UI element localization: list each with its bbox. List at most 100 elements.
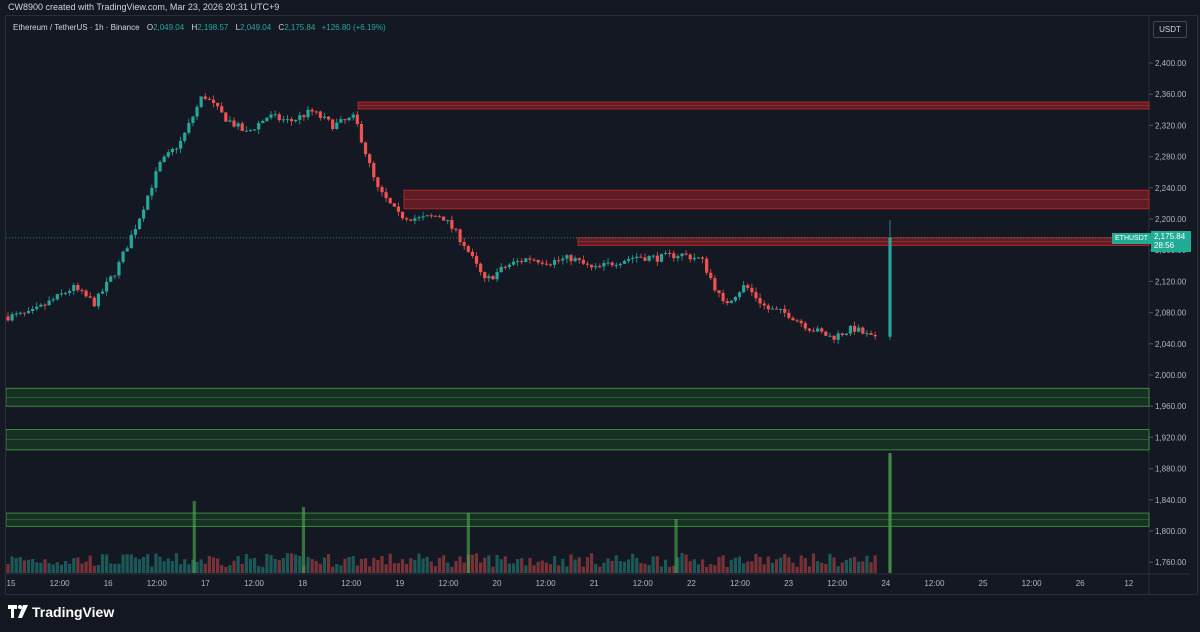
volume-bar bbox=[717, 556, 721, 573]
candle-body bbox=[429, 215, 433, 217]
candle-body bbox=[133, 229, 138, 235]
x-tick-label: 26 bbox=[1076, 579, 1085, 588]
candle-body bbox=[507, 264, 511, 268]
candle-body bbox=[787, 312, 791, 318]
volume-bar bbox=[676, 557, 680, 573]
volume-bar bbox=[142, 557, 146, 573]
candle-body bbox=[663, 252, 668, 254]
volume-bar bbox=[211, 557, 216, 573]
volume-bar bbox=[758, 557, 762, 573]
volume-bar bbox=[865, 555, 869, 573]
volume-bar bbox=[133, 557, 138, 573]
candle-body bbox=[483, 272, 487, 279]
y-tick-label: 1,760.00 bbox=[1155, 558, 1187, 567]
candle-body bbox=[47, 300, 51, 306]
candle-body bbox=[840, 333, 844, 336]
volume-bar bbox=[146, 554, 150, 573]
open-value: 2,049.04 bbox=[153, 23, 185, 32]
volume-bar bbox=[857, 561, 861, 573]
volume-bar bbox=[479, 562, 483, 573]
volume-bar bbox=[742, 563, 746, 573]
volume-bar bbox=[639, 562, 643, 573]
candle-body bbox=[865, 333, 869, 335]
volume-bar bbox=[125, 554, 129, 573]
volume-bar bbox=[35, 562, 39, 573]
candle-body bbox=[105, 281, 109, 292]
volume-bar bbox=[400, 559, 405, 573]
volume-bar bbox=[594, 563, 598, 573]
candle-body bbox=[811, 330, 816, 332]
tradingview-logo-icon[interactable] bbox=[8, 603, 30, 619]
volume-bar bbox=[552, 556, 557, 573]
volume-bar bbox=[433, 565, 438, 573]
candle-body bbox=[721, 292, 725, 302]
volume-bar bbox=[417, 553, 421, 573]
volume-bar bbox=[203, 563, 207, 573]
currency-selector[interactable]: USDT bbox=[1153, 21, 1187, 38]
y-tick-label: 1,800.00 bbox=[1155, 527, 1187, 536]
volume-bar bbox=[709, 564, 713, 573]
volume-bar bbox=[105, 554, 109, 573]
candle-body bbox=[853, 325, 857, 332]
candle-body bbox=[51, 299, 55, 301]
candle-body bbox=[162, 156, 166, 163]
candle-body bbox=[729, 300, 733, 304]
volume-bar bbox=[137, 559, 142, 573]
volume-bar bbox=[174, 553, 179, 573]
candle-body bbox=[520, 260, 524, 262]
candle-body bbox=[750, 287, 754, 293]
candle-body bbox=[717, 290, 721, 293]
candle-body bbox=[824, 331, 828, 336]
candle-body bbox=[199, 96, 203, 107]
candle-body bbox=[795, 320, 799, 322]
symbol-title[interactable]: Ethereum / TetherUS · 1h · Binance bbox=[13, 23, 140, 32]
volume-bar bbox=[368, 566, 372, 573]
x-tick-label: 12:00 bbox=[730, 579, 751, 588]
volume-bar bbox=[409, 558, 413, 573]
candle-body bbox=[63, 292, 68, 294]
volume-bar bbox=[359, 558, 364, 573]
volume-bar bbox=[170, 561, 174, 573]
candle-body bbox=[388, 198, 392, 204]
candle-body bbox=[561, 258, 565, 261]
candle-body bbox=[191, 116, 195, 123]
candle-body bbox=[442, 216, 446, 221]
candle-body bbox=[668, 252, 672, 254]
volume-bar bbox=[265, 554, 269, 573]
volume-bar bbox=[269, 555, 273, 573]
candle-body bbox=[659, 253, 664, 262]
tradingview-brand[interactable]: TradingView bbox=[32, 604, 115, 620]
symbol-legend: Ethereum / TetherUS · 1h · Binance O2,04… bbox=[13, 23, 386, 32]
candle-body bbox=[684, 253, 688, 255]
volume-bar bbox=[795, 566, 799, 573]
volume-bar bbox=[832, 557, 836, 573]
candle-body bbox=[462, 242, 466, 247]
candle-body bbox=[643, 257, 647, 261]
volume-bar bbox=[733, 557, 738, 573]
volume-bar bbox=[548, 564, 553, 573]
volume-bar bbox=[840, 562, 844, 573]
volume-bar bbox=[635, 557, 639, 573]
candle-body bbox=[113, 275, 117, 277]
volume-bar bbox=[762, 564, 766, 573]
x-tick-label: 12:00 bbox=[147, 579, 168, 588]
candle-body bbox=[516, 260, 520, 262]
volume-bar bbox=[207, 556, 211, 573]
price-chart[interactable]: 2,400.00 2,360.00 2,320.00 2,280.00 2,240.00… bbox=[6, 16, 1190, 595]
candle-body bbox=[183, 132, 187, 141]
volume-bar bbox=[663, 559, 668, 573]
volume-bar bbox=[454, 561, 458, 573]
candle-body bbox=[791, 317, 795, 321]
volume-bar bbox=[721, 555, 725, 573]
volume-bar bbox=[199, 559, 203, 573]
volume-bar bbox=[425, 556, 429, 573]
candle-body bbox=[154, 171, 158, 188]
candle-body bbox=[137, 218, 142, 230]
volume-bar bbox=[766, 556, 770, 573]
candle-body bbox=[240, 123, 244, 131]
volume-bar bbox=[705, 566, 709, 573]
volume-bar bbox=[96, 564, 101, 573]
volume-bar bbox=[413, 559, 417, 573]
candle-body bbox=[635, 256, 639, 258]
candle-body bbox=[598, 266, 602, 268]
